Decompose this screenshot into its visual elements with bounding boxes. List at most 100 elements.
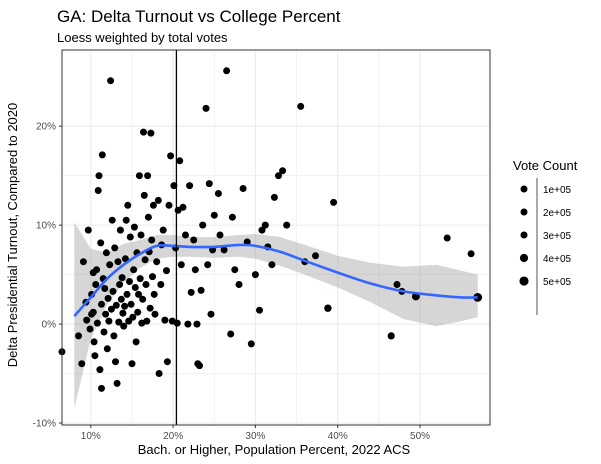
data-point — [89, 308, 97, 316]
data-point — [135, 172, 143, 180]
data-point — [142, 281, 150, 288]
data-point — [239, 185, 247, 192]
data-point — [182, 231, 189, 239]
loess-line — [73, 243, 478, 318]
data-point — [187, 288, 195, 296]
data-point — [197, 286, 205, 294]
data-point — [102, 249, 110, 257]
data-point — [251, 271, 259, 279]
data-point — [151, 310, 159, 318]
data-point — [387, 332, 395, 340]
data-point — [137, 231, 145, 239]
data-point — [216, 231, 224, 239]
legend-key — [520, 231, 528, 239]
data-point — [126, 278, 133, 285]
data-point — [122, 216, 130, 224]
data-point — [193, 320, 201, 328]
data-point — [163, 267, 170, 275]
data-point — [139, 295, 147, 303]
data-point — [144, 213, 152, 221]
data-point — [227, 330, 235, 338]
data-point — [123, 290, 131, 298]
data-point — [173, 319, 181, 327]
data-point — [196, 362, 203, 370]
data-point — [143, 317, 151, 325]
data-point — [107, 77, 115, 85]
data-point — [100, 328, 108, 336]
data-point — [144, 172, 152, 180]
data-point — [126, 233, 134, 241]
data-point — [121, 302, 129, 310]
data-point — [275, 172, 282, 180]
data-point — [261, 221, 269, 229]
data-point — [148, 236, 156, 244]
data-point — [207, 310, 215, 318]
data-point — [330, 198, 338, 206]
data-point — [247, 340, 255, 348]
data-point — [120, 322, 128, 330]
data-point — [79, 258, 87, 266]
data-point — [98, 151, 106, 159]
data-point — [132, 338, 140, 346]
legend-key — [519, 253, 529, 263]
data-point — [103, 345, 111, 353]
data-point — [93, 319, 101, 327]
data-point — [101, 285, 109, 292]
data-point — [220, 246, 228, 254]
data-point — [199, 221, 207, 229]
data-point — [149, 201, 157, 209]
plot-panel: 10% 20% 30% 40% 50% -10% 0% 10% 20% — [33, 49, 491, 442]
data-point — [112, 301, 120, 309]
chart-subtitle: Loess weighted by total votes — [57, 30, 228, 45]
data-point — [110, 332, 118, 340]
y-tick-label: 10% — [36, 221, 56, 232]
data-point — [176, 157, 184, 165]
data-point — [97, 239, 105, 247]
data-point — [231, 266, 239, 274]
data-point — [136, 275, 144, 283]
data-point — [102, 310, 110, 318]
x-tick-label: 20% — [163, 431, 183, 442]
data-point — [184, 320, 192, 328]
data-point — [116, 226, 124, 234]
legend-key — [520, 185, 528, 193]
data-point — [190, 236, 198, 244]
data-point — [90, 338, 98, 346]
data-point — [135, 290, 142, 298]
data-point — [150, 290, 158, 298]
data-point — [130, 223, 138, 231]
x-axis-label: Bach. or Higher, Population Percent, 202… — [138, 442, 411, 457]
data-point — [312, 252, 319, 260]
data-point — [147, 129, 155, 137]
data-point — [75, 332, 82, 340]
data-point — [98, 384, 105, 392]
data-point — [228, 213, 236, 221]
data-point — [268, 261, 276, 269]
data-point — [128, 360, 136, 368]
data-point — [92, 281, 100, 288]
data-point — [112, 358, 119, 366]
legend-label: 2e+05 — [543, 208, 572, 219]
data-point — [121, 255, 129, 263]
x-tick-label: 10% — [81, 431, 101, 442]
data-point — [154, 196, 162, 204]
data-point — [283, 221, 291, 229]
chart-title: GA: Delta Turnout vs College Percent — [57, 7, 341, 26]
data-point — [109, 287, 117, 295]
data-point — [153, 258, 161, 266]
data-point — [129, 313, 137, 321]
data-point — [159, 226, 167, 234]
data-point — [202, 104, 210, 112]
legend-label: 5e+05 — [543, 277, 572, 288]
data-point — [163, 358, 171, 366]
data-point — [140, 128, 147, 136]
data-point — [393, 281, 401, 288]
legend-label: 1e+05 — [543, 185, 572, 196]
data-point — [95, 172, 103, 180]
data-point — [115, 318, 123, 326]
x-tick-label: 40% — [328, 431, 348, 442]
legend-key — [520, 208, 528, 216]
data-point — [114, 258, 122, 266]
data-point — [186, 182, 194, 190]
